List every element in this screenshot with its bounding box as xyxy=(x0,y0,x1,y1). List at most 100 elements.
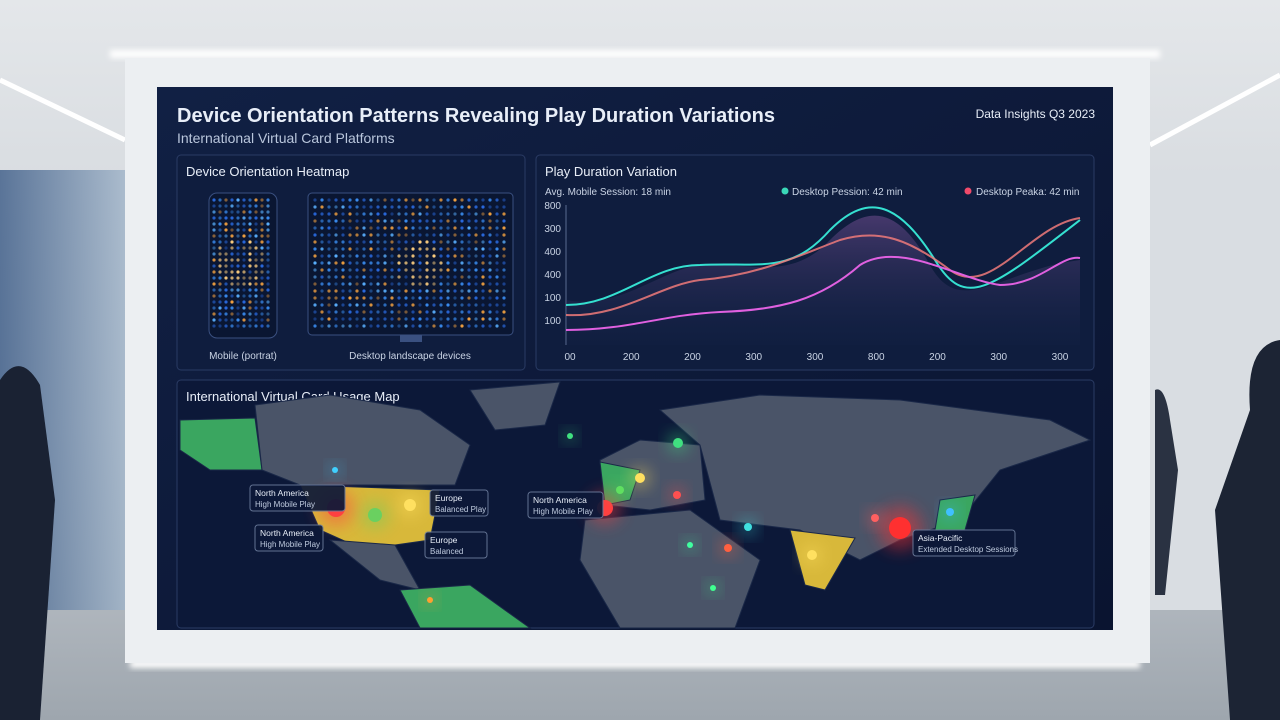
heat-dot xyxy=(488,233,492,237)
heat-dot xyxy=(230,288,234,292)
heat-dot xyxy=(474,282,478,286)
hotspot xyxy=(889,517,911,539)
heat-dot xyxy=(218,222,222,226)
heat-dot xyxy=(254,204,258,208)
heat-dot xyxy=(242,216,246,220)
heat-dot xyxy=(488,212,492,216)
heat-dot xyxy=(488,261,492,265)
heat-dot xyxy=(390,268,394,272)
heat-dot xyxy=(502,205,506,209)
heat-dot xyxy=(474,275,478,279)
heat-dot xyxy=(224,228,228,232)
heat-dot xyxy=(376,296,380,300)
heat-dot xyxy=(453,282,457,286)
heat-dot xyxy=(242,306,246,310)
india xyxy=(789,529,856,591)
heat-dot xyxy=(313,226,317,230)
heat-dot xyxy=(481,212,485,216)
heat-dot xyxy=(212,216,216,220)
heat-dot xyxy=(397,268,401,272)
heat-dot xyxy=(383,219,387,223)
heat-dot xyxy=(327,324,331,328)
callout-region: Europe xyxy=(435,493,463,503)
heat-dot xyxy=(355,247,359,251)
heat-dot xyxy=(481,282,485,286)
heat-dot xyxy=(218,210,222,214)
heat-dot xyxy=(432,254,436,258)
heat-dot xyxy=(446,268,450,272)
heat-dot xyxy=(224,246,228,250)
heat-dot xyxy=(313,233,317,237)
heat-dot xyxy=(236,276,240,280)
heat-dot xyxy=(224,288,228,292)
callout-box xyxy=(527,491,604,519)
callout-box xyxy=(912,529,1016,557)
heat-dot xyxy=(383,198,387,202)
heat-dot xyxy=(334,303,338,307)
heat-dot xyxy=(212,282,216,286)
heat-dot xyxy=(327,219,331,223)
heat-dot xyxy=(230,222,234,226)
heat-dot xyxy=(236,264,240,268)
heat-dot xyxy=(355,233,359,237)
heat-dot xyxy=(218,240,222,244)
heat-dot xyxy=(432,268,436,272)
heat-dot xyxy=(390,212,394,216)
heat-dot xyxy=(362,310,366,314)
heat-dot xyxy=(236,300,240,304)
heat-dot xyxy=(460,212,464,216)
heat-dot xyxy=(334,198,338,202)
heat-dot xyxy=(224,270,228,274)
heat-dot xyxy=(488,275,492,279)
heat-dot xyxy=(260,318,264,322)
heat-dot xyxy=(488,268,492,272)
heat-dot xyxy=(439,282,443,286)
heat-dot xyxy=(248,276,252,280)
heat-dot xyxy=(248,204,252,208)
heat-dot xyxy=(446,317,450,321)
heat-dot xyxy=(327,303,331,307)
heat-dot xyxy=(425,240,429,244)
callout-note: Balanced xyxy=(430,547,463,556)
heat-dot xyxy=(439,296,443,300)
y-tick-label: 100 xyxy=(544,316,561,327)
legend-swatch xyxy=(781,187,789,195)
heat-dot xyxy=(254,312,258,316)
heat-dot xyxy=(460,275,464,279)
heat-dot xyxy=(404,226,408,230)
heat-dot xyxy=(411,212,415,216)
heat-dot xyxy=(397,219,401,223)
heat-dot xyxy=(369,233,373,237)
heat-dot xyxy=(230,234,234,238)
heat-dot xyxy=(230,246,234,250)
hotspot xyxy=(427,597,433,603)
heat-dot xyxy=(481,240,485,244)
heat-dot xyxy=(236,198,240,202)
heat-dot xyxy=(327,317,331,321)
heat-dot xyxy=(320,303,324,307)
heat-dot xyxy=(376,198,380,202)
heat-dot xyxy=(383,247,387,251)
heat-dot xyxy=(248,258,252,262)
heat-dot xyxy=(432,303,436,307)
heat-dot xyxy=(502,282,506,286)
heat-dot xyxy=(212,234,216,238)
heat-dot xyxy=(348,205,352,209)
heat-dot xyxy=(376,226,380,230)
heat-dot xyxy=(411,268,415,272)
heat-dot xyxy=(467,261,471,265)
heat-dot xyxy=(397,198,401,202)
heat-dot xyxy=(266,246,270,250)
heat-dot xyxy=(355,275,359,279)
heat-dot xyxy=(418,296,422,300)
heat-dot xyxy=(439,212,443,216)
heat-dot xyxy=(348,282,352,286)
heat-dot xyxy=(376,282,380,286)
heat-dot xyxy=(460,303,464,307)
heat-dot xyxy=(474,226,478,230)
heat-dot xyxy=(453,317,457,321)
heat-dot xyxy=(224,204,228,208)
heat-dot xyxy=(383,205,387,209)
heat-dot xyxy=(327,268,331,272)
